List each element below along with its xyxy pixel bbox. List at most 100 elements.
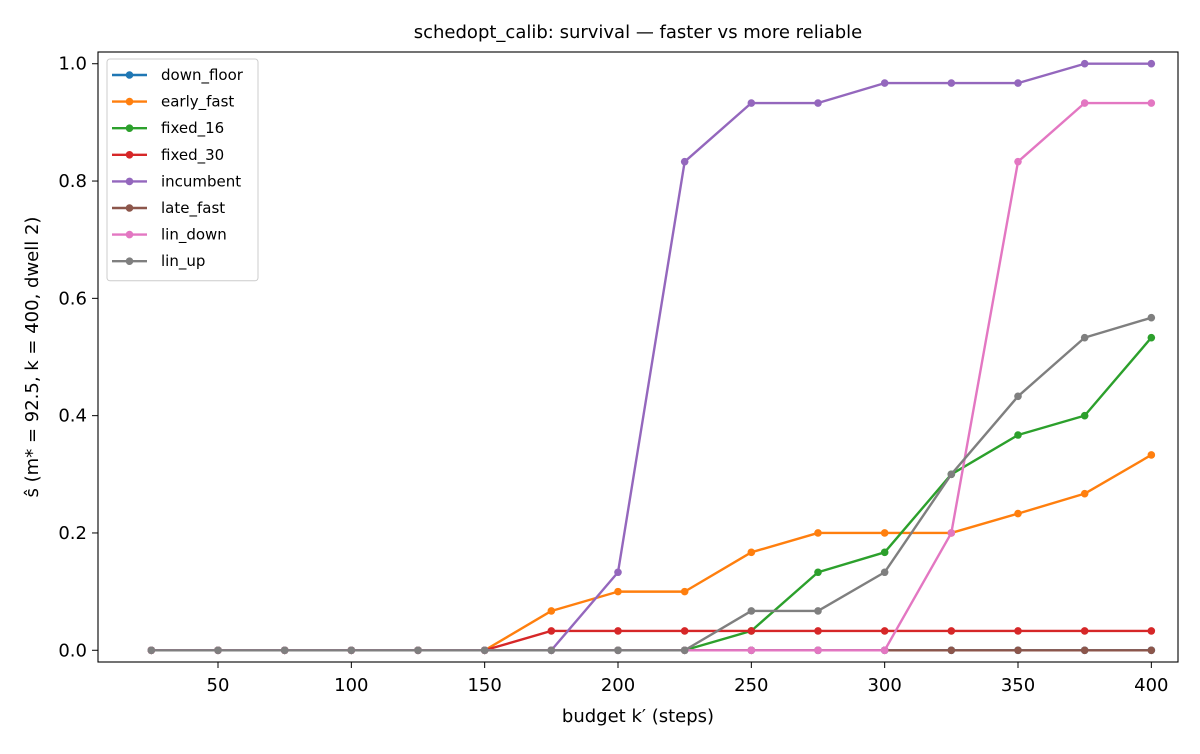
legend-label-fixed_30: fixed_30 [161, 146, 224, 165]
x-tick-label: 250 [734, 675, 768, 696]
data-point-lin_down [1147, 99, 1156, 107]
ticks-layer: 50 100 150 200 250 300 350 400 0.0 0.2 0.4 0.6 0.8 1.… [58, 54, 1168, 696]
y-tick-label: 0.6 [58, 288, 87, 309]
series-layer [147, 59, 1156, 655]
data-point-lin_up [880, 568, 889, 577]
data-point-fixed_30 [814, 627, 822, 635]
data-point-lin_up [814, 607, 822, 615]
data-point-early_fast [614, 587, 622, 596]
x-axis-label: budget k′ (steps) [562, 706, 714, 727]
legend-label-late_fast: late_fast [161, 199, 225, 218]
x-tick-label: 400 [1134, 675, 1168, 696]
legend-marker-lin_up [125, 257, 134, 266]
data-point-early_fast [814, 529, 822, 537]
data-point-fixed_30 [614, 627, 622, 635]
x-tick-label: 200 [601, 675, 635, 696]
x-tick-label: 350 [1001, 675, 1035, 696]
legend-label-early_fast: early_fast [161, 93, 234, 112]
legend-label-fixed_16: fixed_16 [161, 119, 224, 138]
legend-marker-incumbent [125, 177, 134, 186]
data-point-lin_down [747, 646, 756, 655]
legend-marker-lin_down [125, 230, 134, 239]
data-point-late_fast [1014, 646, 1022, 655]
data-point-incumbent [1147, 59, 1156, 68]
data-point-lin_up [614, 646, 622, 655]
data-point-incumbent [947, 79, 956, 87]
data-point-lin_up [747, 607, 756, 615]
data-point-fixed_30 [1080, 627, 1089, 635]
data-point-early_fast [1014, 509, 1022, 518]
legend-box [106, 58, 259, 282]
legend-marker-early_fast [125, 97, 134, 106]
y-tick-label: 0.0 [58, 640, 87, 661]
data-point-lin_down [947, 529, 956, 537]
data-point-lin_up [547, 646, 556, 655]
legend: down_floor early_fast fixed_16 fixed_30incu… [106, 58, 259, 282]
data-point-lin_up [680, 646, 689, 655]
data-point-early_fast [1147, 451, 1156, 459]
legend-label-lin_up: lin_up [161, 252, 205, 271]
series-line-lin_up [150, 316, 1153, 652]
data-point-late_fast [947, 646, 956, 655]
data-point-incumbent [747, 99, 756, 107]
legend-label-incumbent: incumbent [161, 172, 241, 190]
data-point-fixed_30 [1147, 627, 1156, 635]
data-point-fixed_30 [947, 627, 956, 635]
data-point-fixed_16 [1080, 411, 1089, 420]
data-point-lin_up [147, 646, 156, 655]
data-point-lin_up [947, 470, 956, 479]
legend-marker-fixed_16 [125, 124, 134, 132]
data-point-lin_up [347, 646, 356, 655]
data-point-fixed_16 [1014, 431, 1022, 439]
data-point-early_fast [880, 529, 889, 537]
data-point-lin_down [1014, 157, 1022, 166]
data-point-lin_up [414, 646, 422, 655]
x-tick-label: 50 [207, 675, 230, 696]
data-point-fixed_30 [747, 627, 756, 635]
x-tick-label: 300 [867, 675, 901, 696]
data-point-incumbent [680, 157, 689, 166]
series-lin_up [147, 313, 1156, 655]
data-point-fixed_30 [680, 627, 689, 635]
plot-frame [97, 51, 1179, 663]
chart-title: schedopt_calib: survival — faster vs mor… [414, 22, 863, 43]
data-point-fixed_16 [880, 548, 889, 557]
data-point-late_fast [1147, 646, 1156, 655]
x-tick-label: 100 [334, 675, 368, 696]
data-point-lin_up [1147, 313, 1156, 322]
x-tick-label: 150 [467, 675, 501, 696]
legend-marker-down_floor [125, 71, 134, 79]
y-tick-label: 0.8 [58, 171, 87, 192]
data-point-lin_down [880, 646, 889, 655]
data-point-lin_up [480, 646, 489, 655]
data-point-early_fast [547, 607, 556, 615]
data-point-lin_up [1080, 333, 1089, 342]
data-point-early_fast [747, 548, 756, 557]
data-point-incumbent [614, 568, 622, 577]
data-point-fixed_16 [1147, 333, 1156, 342]
legend-label-down_floor: down_floor [161, 66, 244, 85]
y-axis-label: ŝ (m* = 92.5, k = 400, dwell 2) [22, 217, 43, 498]
y-tick-label: 0.2 [58, 523, 87, 544]
data-point-late_fast [1080, 646, 1089, 655]
data-point-incumbent [814, 99, 822, 107]
data-point-lin_up [280, 646, 289, 655]
data-point-fixed_30 [1014, 627, 1022, 635]
data-point-fixed_30 [880, 627, 889, 635]
data-point-lin_down [814, 646, 822, 655]
data-point-incumbent [1080, 59, 1089, 68]
legend-marker-late_fast [125, 204, 134, 212]
data-point-incumbent [1014, 79, 1022, 87]
data-point-lin_up [1014, 392, 1022, 401]
legend-marker-fixed_30 [125, 151, 134, 159]
data-point-lin_down [1080, 99, 1089, 107]
data-point-early_fast [1080, 489, 1089, 498]
legend-label-lin_down: lin_down [161, 226, 227, 245]
data-point-lin_up [214, 646, 222, 655]
y-tick-label: 0.4 [58, 406, 87, 427]
data-point-early_fast [680, 587, 689, 596]
y-tick-label: 1.0 [58, 54, 87, 75]
data-point-incumbent [880, 79, 889, 87]
